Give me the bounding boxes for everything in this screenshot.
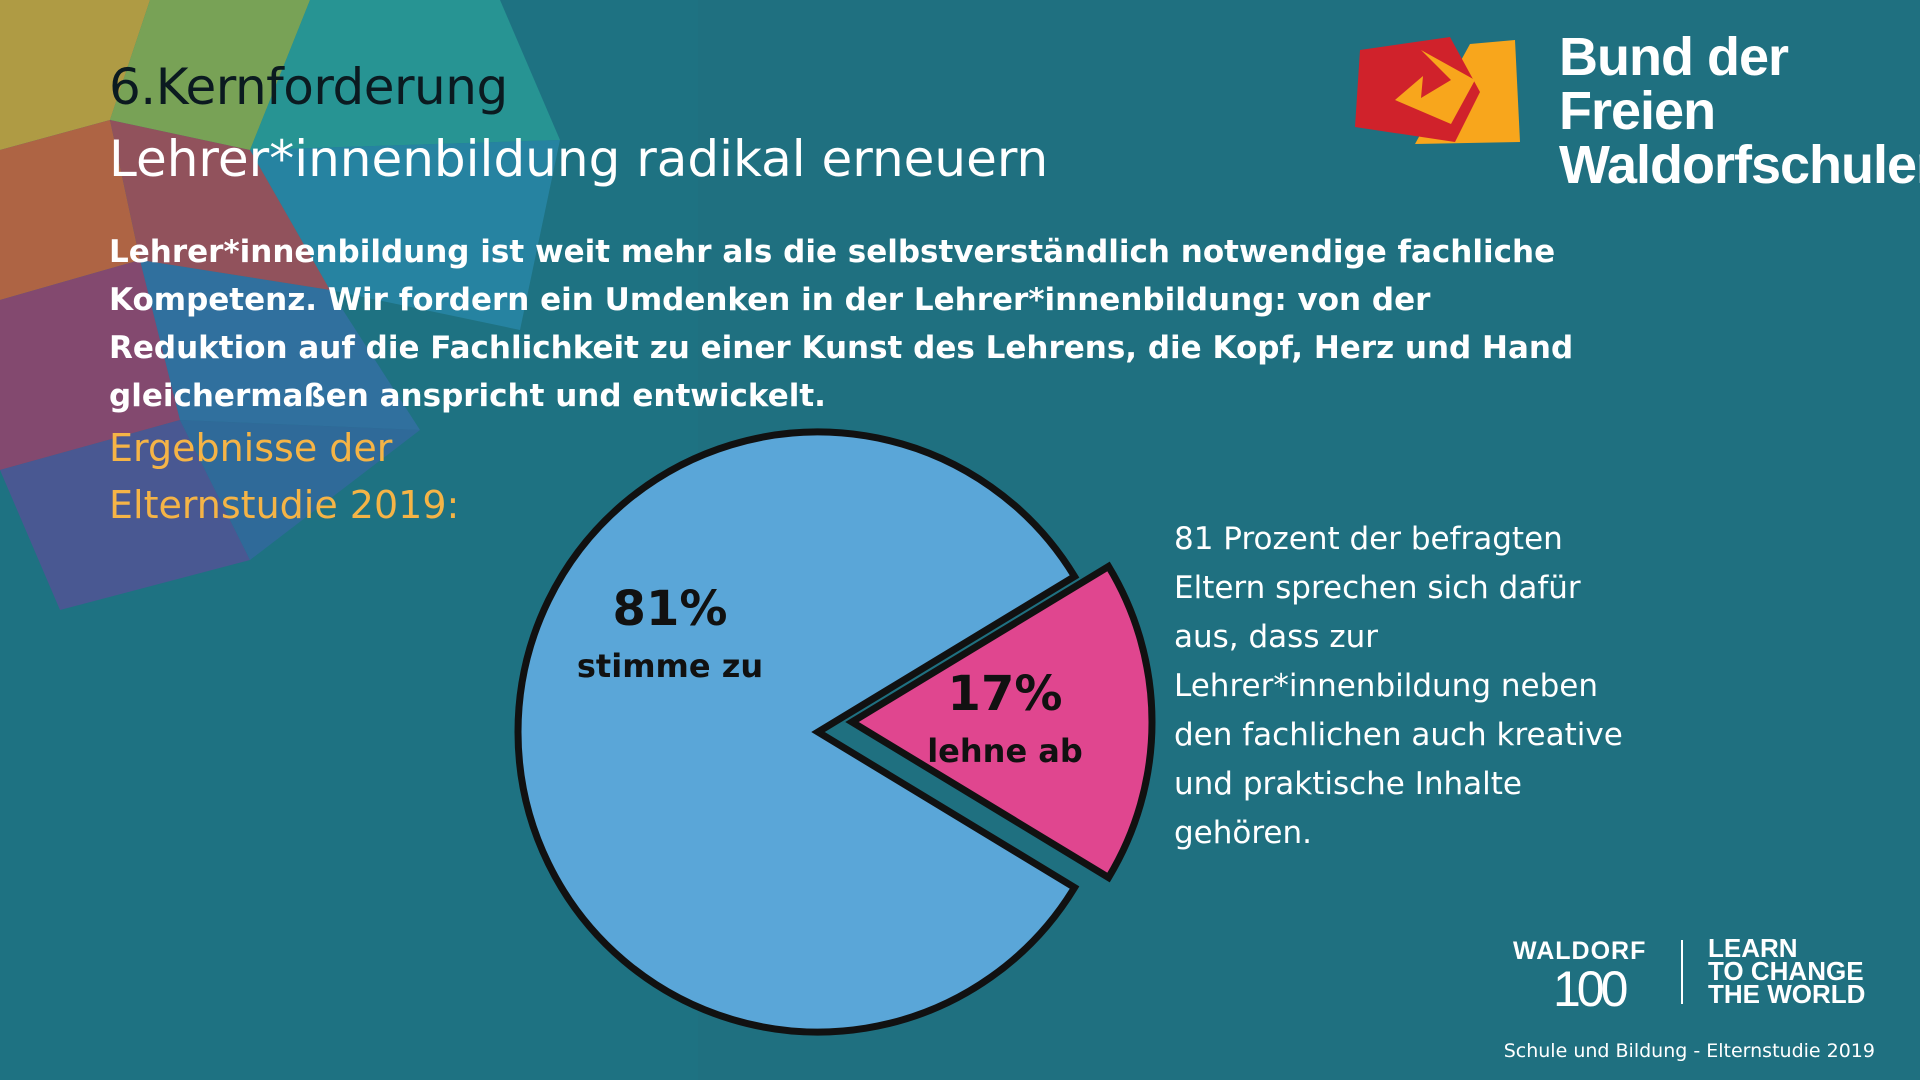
slogan: LEARN TO CHANGE THE WORLD — [1708, 933, 1866, 1009]
brand-line2: Waldorfschulen — [1559, 135, 1920, 195]
slogan-line: TO CHANGE — [1708, 956, 1864, 986]
results-heading: Ergebnisse der Elternstudie 2019: — [109, 420, 459, 534]
waldorf100-logo: WALDORF 100 — [1513, 937, 1647, 1017]
waldorf-word: WALDORF — [1513, 937, 1647, 965]
slice-value-label: 81% — [613, 581, 728, 637]
slice-label: stimme zu — [577, 647, 763, 685]
pie-slice-disagree — [845, 561, 1156, 883]
slogan-line: THE WORLD — [1708, 979, 1866, 1009]
page-title: 6.Kernforderung — [109, 58, 508, 116]
intro-paragraph: Lehrer*innenbildung ist weit mehr als di… — [109, 234, 1574, 414]
decorative-background-polygons — [0, 0, 560, 610]
slogan-line: LEARN — [1708, 933, 1798, 963]
footer-source: Schule und Bildung - Elternstudie 2019 — [1503, 1040, 1875, 1062]
page-subtitle: Lehrer*innenbildung radikal erneuern — [109, 130, 1049, 188]
slice-value-label: 17% — [948, 666, 1063, 722]
result-description: 81 Prozent der befragten Eltern sprechen… — [1174, 521, 1623, 851]
brand-name: Bund der Freien Waldorfschulen — [1559, 30, 1920, 192]
pie-chart: 81% stimme zu 17% lehne ab — [514, 428, 1156, 1036]
results-heading-line2: Elternstudie 2019: — [109, 483, 460, 527]
pie-slice-agree — [514, 428, 1080, 1036]
waldorf-number: 100 — [1553, 961, 1628, 1017]
slice-label: lehne ab — [927, 732, 1083, 770]
brand-line1: Bund der Freien — [1559, 27, 1789, 141]
bdfw-logo — [1355, 37, 1520, 144]
logo-divider — [1681, 940, 1683, 1004]
results-heading-line1: Ergebnisse der — [109, 426, 393, 470]
